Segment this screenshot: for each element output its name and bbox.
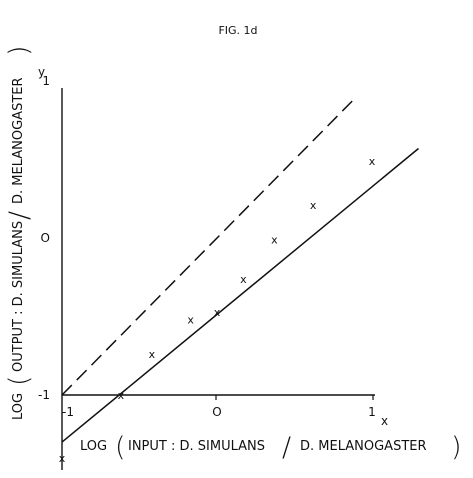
x-label-close-paren: ) — [451, 432, 462, 463]
y-axis-name: y — [38, 65, 45, 79]
data-point: x — [187, 314, 194, 327]
data-point: x — [59, 452, 66, 465]
y-label-prefix: LOG — [11, 393, 26, 420]
x-axis-label: LOG ( INPUT : D. SIMULANS / D. MELANOGAS… — [80, 432, 462, 463]
data-point: x — [310, 199, 317, 212]
x-label-text: INPUT : D. SIMULANS — [128, 439, 265, 454]
y-tick-label: -1 — [38, 388, 50, 402]
y-label-close-paren: ) — [4, 45, 35, 56]
x-tick-label: 1 — [368, 405, 376, 419]
data-point: x — [149, 348, 156, 361]
y-label-open-paren: ( — [4, 375, 35, 386]
x-label-prefix: LOG — [80, 439, 107, 454]
x-label-text2: D. MELANOGASTER — [300, 439, 427, 454]
y-axis-label: LOG ( OUTPUT : D. SIMULANS / D. MELANOGA… — [4, 45, 35, 420]
axes — [61, 88, 375, 470]
y-label-slash: / — [4, 211, 35, 220]
y-label-text: OUTPUT : D. SIMULANS — [11, 221, 26, 372]
x-tick-label: -1 — [62, 405, 74, 419]
chart-title: FIG. 1d — [218, 24, 257, 37]
data-point: x — [118, 389, 125, 402]
x-tick-label: O — [212, 405, 221, 419]
x-label-slash: / — [282, 432, 291, 463]
fit-lines — [61, 99, 419, 443]
data-point: x — [369, 155, 376, 168]
x-axis-name: x — [381, 414, 388, 428]
tick-labels: -1 O 1 -1 O 1 — [38, 74, 376, 419]
solid-fit-line — [61, 147, 419, 443]
data-point: x — [271, 234, 278, 247]
data-point: x — [240, 273, 247, 286]
data-point: x — [214, 306, 221, 319]
y-tick-label: 1 — [42, 74, 50, 88]
y-tick-label: O — [41, 231, 50, 245]
x-label-open-paren: ( — [115, 432, 126, 463]
tick-marks — [215, 395, 374, 400]
dashed-reference-line — [61, 99, 354, 396]
y-label-text2: D. MELANOGASTER — [11, 77, 26, 204]
data-points: x x x x x x x x x — [59, 155, 376, 465]
